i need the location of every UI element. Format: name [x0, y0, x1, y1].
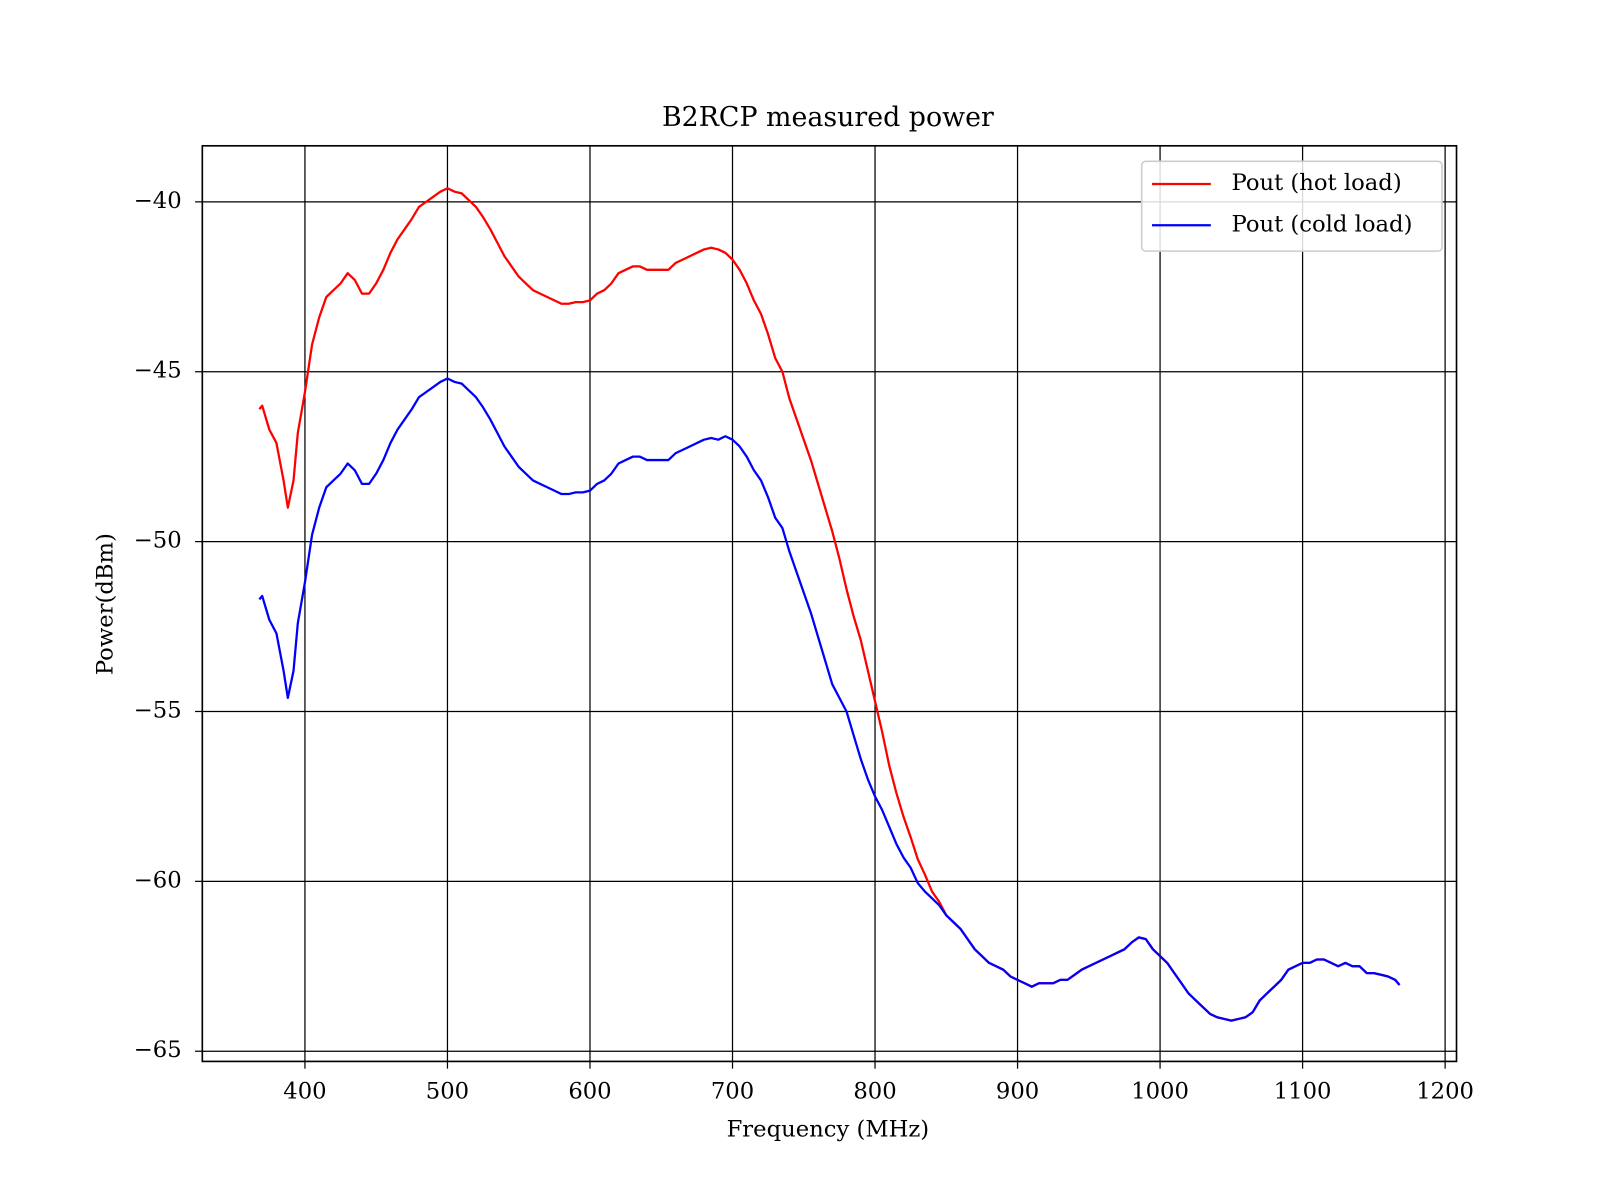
axes-frame	[201, 144, 1458, 1063]
legend-box	[1140, 160, 1443, 252]
chart-title: B2RCP measured power	[662, 102, 994, 133]
y-tick-label: −55	[134, 697, 182, 723]
x-tick-label: 1000	[1131, 1078, 1189, 1104]
y-tick-label: −60	[134, 867, 182, 893]
x-axis-label: Frequency (MHz)	[727, 1117, 930, 1143]
y-tick-label: −65	[134, 1037, 182, 1063]
x-tick-label: 1200	[1416, 1078, 1474, 1104]
x-tick-label: 400	[283, 1078, 326, 1104]
x-tick-label: 600	[568, 1078, 611, 1104]
y-tick-label: −50	[134, 528, 182, 554]
x-tick-label: 500	[426, 1078, 469, 1104]
legend-label: Pout (hot load)	[1231, 170, 1401, 196]
y-axis-label: Power(dBm)	[92, 533, 118, 675]
x-tick-label: 1100	[1274, 1078, 1332, 1104]
data-line	[258, 377, 1401, 1022]
y-tick-label: −45	[134, 358, 182, 384]
y-tick-label: −40	[134, 188, 182, 214]
x-tick-label: 800	[853, 1078, 896, 1104]
x-tick-label: 700	[711, 1078, 754, 1104]
legend-label: Pout (cold load)	[1231, 211, 1412, 237]
legend: Pout (hot load) Pout (cold load)	[1140, 160, 1443, 252]
x-tick-label: 900	[996, 1078, 1039, 1104]
